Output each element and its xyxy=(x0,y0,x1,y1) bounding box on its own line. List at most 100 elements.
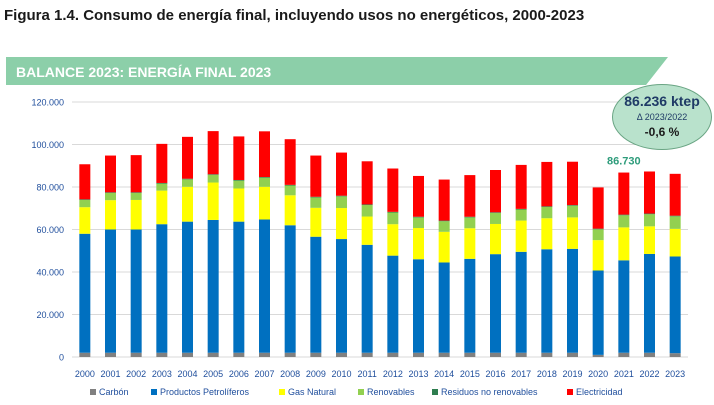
x-tick-label: 2008 xyxy=(280,369,300,379)
bar-segment xyxy=(592,228,604,230)
bar-segment xyxy=(515,220,527,252)
x-tick-label: 2007 xyxy=(254,369,274,379)
bar-segment xyxy=(567,161,578,206)
bar-segment xyxy=(79,199,91,208)
bar-segment xyxy=(130,155,142,193)
bar-segment xyxy=(207,174,219,183)
bar-segment xyxy=(515,209,527,221)
total-annotation: 86.730 xyxy=(607,156,641,168)
bar-segment xyxy=(207,182,219,220)
y-tick-label: 80.000 xyxy=(36,183,64,193)
bar-segment xyxy=(336,208,347,240)
x-tick-label: 2010 xyxy=(331,369,351,379)
y-tick-label: 20.000 xyxy=(36,310,64,320)
bar-segment xyxy=(387,255,399,353)
bar-segment xyxy=(130,352,142,357)
bar-segment xyxy=(310,207,322,237)
bar-segment xyxy=(438,231,450,263)
x-tick-label: 2021 xyxy=(614,369,634,379)
x-tick-label: 2004 xyxy=(177,369,197,379)
bar-segment xyxy=(284,184,296,186)
bar-segment xyxy=(156,183,168,191)
bars xyxy=(79,131,681,357)
bar-segment xyxy=(618,352,630,357)
bar-segment xyxy=(618,215,630,228)
chart-title: BALANCE 2023: ENERGÍA FINAL 2023 xyxy=(16,64,271,80)
bar-segment xyxy=(233,352,245,357)
bar-segment xyxy=(413,228,424,260)
bar-segment xyxy=(567,248,578,353)
bar-segment xyxy=(336,196,347,209)
bar-segment xyxy=(669,216,681,229)
bar-segment xyxy=(182,136,193,179)
bar-segment xyxy=(438,262,450,353)
bar-segment xyxy=(464,258,476,353)
x-tick-label: 2005 xyxy=(203,369,223,379)
bar-segment xyxy=(233,136,245,180)
bar-segment xyxy=(387,224,399,256)
bar-segment xyxy=(130,192,142,193)
bar-segment xyxy=(618,214,630,216)
bar-segment xyxy=(336,352,347,357)
bar-segment xyxy=(592,187,604,229)
x-tick-label: 2001 xyxy=(100,369,120,379)
y-tick-label: 0 xyxy=(59,353,64,363)
bar-segment xyxy=(669,256,681,354)
bar-segment xyxy=(336,195,347,197)
bar-segment xyxy=(259,219,270,353)
bar-segment xyxy=(182,221,193,353)
x-tick-label: 2018 xyxy=(537,369,557,379)
x-tick-label: 2023 xyxy=(665,369,685,379)
bar-segment xyxy=(438,352,450,357)
bar-segment xyxy=(669,228,681,257)
x-tick-label: 2016 xyxy=(485,369,505,379)
bar-segment xyxy=(592,229,604,241)
bar-segment xyxy=(207,131,219,175)
bar-segment xyxy=(387,212,399,225)
bar-segment xyxy=(490,352,501,357)
bar-segment xyxy=(644,226,655,254)
bar-segment xyxy=(541,249,553,353)
bar-segment xyxy=(207,352,219,357)
bar-segment xyxy=(156,190,168,225)
bar-segment xyxy=(515,164,527,209)
bar-segment xyxy=(156,224,168,353)
bar-segment xyxy=(284,352,296,357)
y-tick-label: 60.000 xyxy=(36,225,64,235)
legend-label: Renovables xyxy=(367,387,415,397)
figure-title: Figura 1.4. Consumo de energía final, in… xyxy=(4,7,585,24)
x-tick-label: 2011 xyxy=(357,369,376,379)
bar-segment xyxy=(592,270,604,355)
bar-segment xyxy=(413,217,424,229)
grid-lines xyxy=(72,101,688,358)
bar-segment xyxy=(105,192,116,201)
bar-segment xyxy=(464,228,476,259)
kpi-callout: 86.236 ktep Δ 2023/2022 -0,6 % xyxy=(612,84,712,150)
bar-segment xyxy=(361,216,373,245)
bar-segment xyxy=(105,192,116,193)
bar-segment xyxy=(79,233,91,353)
bar-segment xyxy=(541,352,553,357)
bar-segment xyxy=(207,219,219,353)
bar-segment xyxy=(336,239,347,353)
x-tick-label: 2022 xyxy=(639,369,659,379)
y-axis-ticks: 0 20.000 40.000 60.000 80.000 100.000 120.000 xyxy=(31,98,64,363)
bar-segment xyxy=(592,240,604,271)
bar-segment xyxy=(361,244,373,353)
kpi-change: -0,6 % xyxy=(644,125,680,139)
bar-segment xyxy=(310,196,322,198)
bar-segment xyxy=(567,205,578,218)
bar-segment xyxy=(156,182,168,184)
bar-segment xyxy=(413,352,424,357)
bar-segment xyxy=(284,185,296,196)
bar-segment xyxy=(413,175,424,217)
legend-label: Carbón xyxy=(99,387,129,397)
bar-segment xyxy=(490,212,501,213)
bar-segment xyxy=(284,195,296,226)
bar-segment xyxy=(387,352,399,357)
bar-segment xyxy=(182,186,193,222)
bar-segment xyxy=(259,352,270,357)
bar-segment xyxy=(361,205,373,217)
bar-segment xyxy=(259,186,270,220)
bar-segment xyxy=(207,174,219,175)
